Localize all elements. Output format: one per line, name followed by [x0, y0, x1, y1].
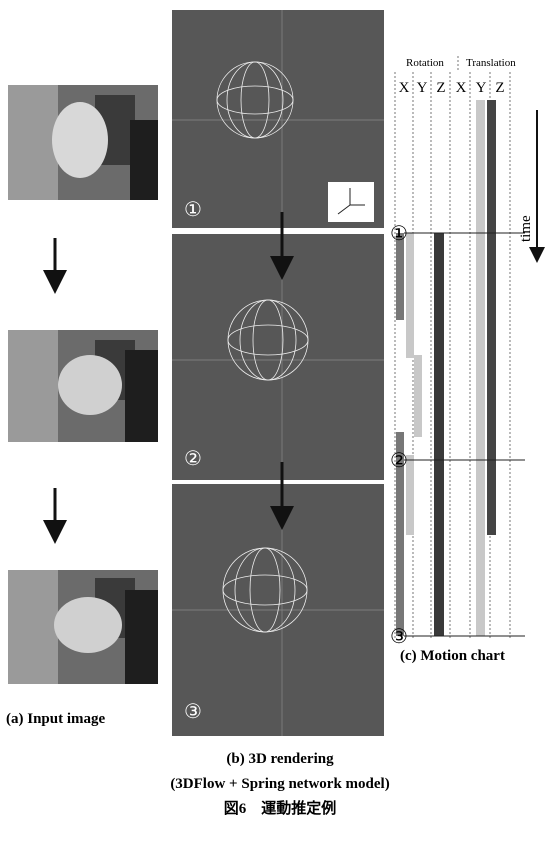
marker: ① — [390, 221, 408, 245]
panel-label: ① — [184, 197, 202, 221]
shape — [328, 182, 374, 222]
marker: ② — [390, 448, 408, 472]
photo — [8, 330, 158, 442]
shape — [58, 355, 122, 415]
shape — [406, 233, 414, 358]
figure-caption: 図6 運動推定例 — [224, 799, 337, 817]
axis-label: X — [456, 80, 467, 96]
page: Motion estimation figure {"left":{"capti… — [0, 0, 558, 849]
shape — [396, 100, 496, 636]
body: (a) Input image ① ② ③ Rotation Translati… — [0, 0, 558, 849]
shape — [434, 233, 444, 636]
axis-label: Z — [495, 80, 504, 96]
shape — [404, 233, 525, 636]
shape — [8, 330, 58, 442]
marker: ③ — [390, 624, 408, 648]
shape — [8, 570, 58, 684]
shape: X Y Z X Y Z — [399, 80, 505, 96]
shape — [125, 350, 158, 442]
caption: (a) Input image — [6, 711, 106, 727]
shape — [396, 233, 404, 320]
caption: (b) 3D rendering — [226, 751, 334, 767]
header: Rotation — [406, 57, 444, 69]
figure: (a) Input image ① ② ③ Rotation Translati… — [0, 0, 558, 849]
renderings: ① ② ③ — [172, 10, 384, 736]
header: Translation — [466, 57, 516, 69]
shape — [125, 590, 158, 684]
axis-label: Y — [417, 80, 428, 96]
figure-captions: (b) 3D rendering (3DFlow + Spring networ… — [170, 751, 389, 817]
shape — [130, 120, 158, 200]
time-label: time — [518, 215, 534, 242]
shape — [52, 102, 108, 178]
shape — [172, 234, 384, 480]
shape — [476, 100, 485, 636]
axis-label: Z — [436, 80, 445, 96]
shape — [8, 85, 58, 200]
motion-chart: Rotation Translation X Y Z X Y Z — [390, 56, 537, 664]
photo — [8, 570, 158, 684]
subcaption: (3DFlow + Spring network model) — [170, 776, 389, 792]
panel-label: ③ — [184, 699, 202, 723]
panel-label: ② — [184, 446, 202, 470]
shape — [487, 100, 496, 535]
axis-label: Y — [476, 80, 487, 96]
shape — [414, 355, 422, 437]
caption: (c) Motion chart — [400, 648, 505, 664]
input-images: (a) Input image — [6, 85, 158, 727]
photo — [8, 85, 158, 200]
axis-label: X — [399, 80, 410, 96]
shape — [54, 597, 122, 653]
